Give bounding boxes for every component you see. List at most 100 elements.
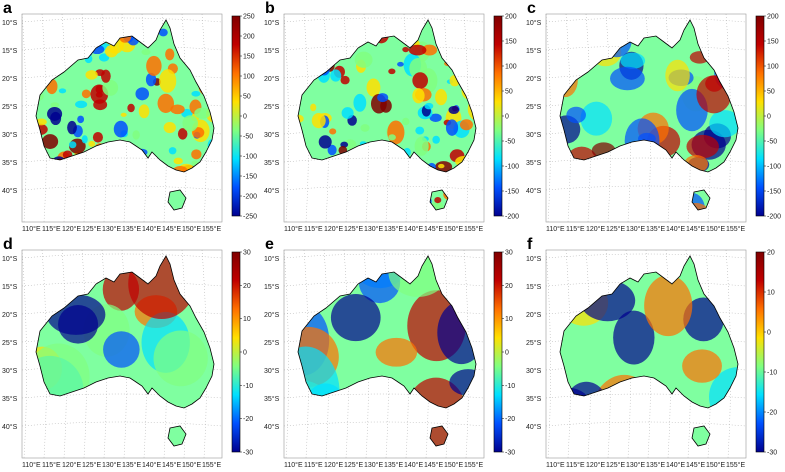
field-blob [437, 301, 476, 365]
field-blob [118, 28, 132, 43]
field-blob [414, 136, 429, 156]
coastline [35, 255, 215, 409]
colorbar-tick-label: 150 [505, 39, 517, 46]
colorbar-tick-label: 150 [243, 54, 255, 61]
colorbar-tick-label: 20 [767, 250, 775, 257]
field-blob [132, 165, 150, 180]
field-blob [591, 374, 657, 446]
map-frame [545, 249, 747, 459]
colorbar-tick-label: 30 [505, 250, 513, 257]
field-blob [81, 89, 91, 99]
field-blob [177, 128, 188, 140]
field-blob [465, 41, 476, 58]
field-blob [467, 97, 476, 121]
colorbar-tick-label: 0 [767, 330, 771, 337]
field-blob [702, 35, 719, 55]
field-blob [321, 187, 329, 198]
field-blob [197, 57, 206, 65]
lon-label: 140°E [666, 225, 685, 233]
field-blob [388, 256, 448, 297]
lat-label: 40°S [264, 187, 280, 195]
field-blob [380, 27, 389, 37]
colorbar-tick-label: 200 [505, 14, 517, 21]
colorbar-tick-label: 20 [243, 283, 251, 290]
coastline [35, 19, 215, 173]
field-blob [467, 162, 476, 174]
lon-label: 130°E [364, 461, 383, 469]
lat-label: 25°S [2, 339, 18, 347]
field-blob [163, 121, 176, 134]
field-blob [353, 93, 367, 112]
field-blob [103, 331, 140, 368]
map-frame [21, 249, 223, 459]
field-blob [356, 197, 364, 206]
lon-label: 150°E [182, 225, 201, 233]
field-blob [98, 161, 115, 177]
lon-label: 140°E [404, 225, 423, 233]
field-blob [329, 128, 337, 135]
lat-label: 20°S [2, 75, 18, 83]
field-blob [141, 48, 151, 56]
field-blob [585, 163, 607, 187]
lat-label: 10°S [526, 19, 542, 27]
field-blob [457, 30, 474, 43]
field-blob [59, 33, 77, 46]
field-blob [61, 53, 70, 62]
panel-c: c 10°S 15°S 20°S 25°S 30°S 35°S 40°S 110°E 115°E 1… [524, 0, 785, 236]
colorbar [755, 15, 765, 217]
field-blob [330, 69, 342, 82]
field-blob [579, 176, 604, 206]
lat-label: 15°S [526, 283, 542, 291]
lon-label: 145°E [686, 225, 705, 233]
lat-label: 40°S [526, 187, 542, 195]
field-blob [158, 28, 168, 37]
field-blob [50, 102, 60, 108]
lon-label: 155°E [464, 461, 483, 469]
field-blob [132, 130, 140, 140]
field-blob [440, 45, 450, 56]
field-blob [85, 70, 98, 80]
field-blob [460, 166, 472, 177]
field-blob [298, 62, 313, 81]
colorbar-tick-label: -100 [767, 164, 781, 171]
field-blob [36, 92, 44, 101]
field-blob [448, 105, 460, 115]
lon-label: 110°E [22, 461, 41, 469]
field-blob [682, 349, 722, 383]
field-blob [202, 84, 214, 96]
field-blob [67, 120, 77, 135]
field-blob [85, 49, 93, 57]
field-blob [68, 141, 77, 149]
lon-label: 120°E [62, 461, 81, 469]
field-blob [682, 203, 709, 210]
field-blob [366, 78, 381, 97]
colorbar-tick-label: 10 [505, 316, 513, 323]
field-blob [327, 164, 342, 180]
colorbar-tick-label: 0 [243, 350, 247, 357]
field-blob [396, 161, 412, 182]
field-blob [605, 389, 664, 446]
lat-label: 40°S [526, 423, 542, 431]
lon-label: 110°E [284, 225, 303, 233]
field-blob [76, 170, 86, 179]
field-blob [340, 43, 348, 53]
field-blob [46, 294, 106, 335]
field-layer [560, 20, 738, 210]
field-blob [359, 154, 371, 163]
field-blob [354, 51, 373, 68]
field-blob [432, 135, 440, 144]
lon-label: 135°E [122, 225, 141, 233]
lat-label: 20°S [2, 311, 18, 319]
map-frame [283, 249, 485, 459]
field-blob [374, 28, 381, 37]
field-blob [50, 171, 67, 182]
field-blob [644, 275, 693, 337]
colorbar-tick-label: 10 [767, 290, 775, 297]
lat-label: 30°S [264, 131, 280, 139]
lon-label: 125°E [82, 225, 101, 233]
field-blob [191, 90, 201, 97]
colorbar-tick-label: -50 [505, 139, 515, 146]
lat-label: 25°S [526, 103, 542, 111]
